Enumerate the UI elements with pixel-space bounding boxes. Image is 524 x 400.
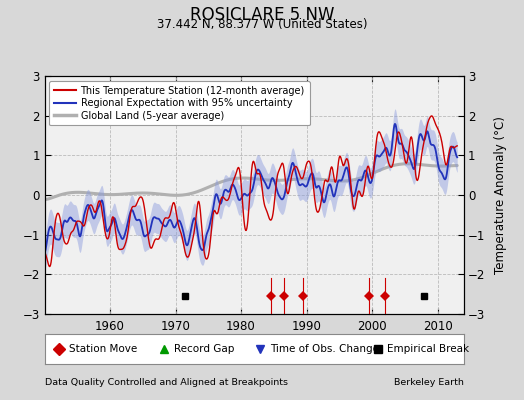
Text: Data Quality Controlled and Aligned at Breakpoints: Data Quality Controlled and Aligned at B… bbox=[45, 378, 288, 387]
Y-axis label: Temperature Anomaly (°C): Temperature Anomaly (°C) bbox=[494, 116, 507, 274]
Legend: This Temperature Station (12-month average), Regional Expectation with 95% uncer: This Temperature Station (12-month avera… bbox=[49, 81, 310, 126]
Text: Empirical Break: Empirical Break bbox=[387, 344, 470, 354]
Text: Record Gap: Record Gap bbox=[173, 344, 234, 354]
Text: Berkeley Earth: Berkeley Earth bbox=[394, 378, 464, 387]
Text: ROSICLARE 5 NW: ROSICLARE 5 NW bbox=[190, 6, 334, 24]
Text: 37.442 N, 88.377 W (United States): 37.442 N, 88.377 W (United States) bbox=[157, 18, 367, 31]
Text: Station Move: Station Move bbox=[69, 344, 137, 354]
Text: Time of Obs. Change: Time of Obs. Change bbox=[270, 344, 379, 354]
